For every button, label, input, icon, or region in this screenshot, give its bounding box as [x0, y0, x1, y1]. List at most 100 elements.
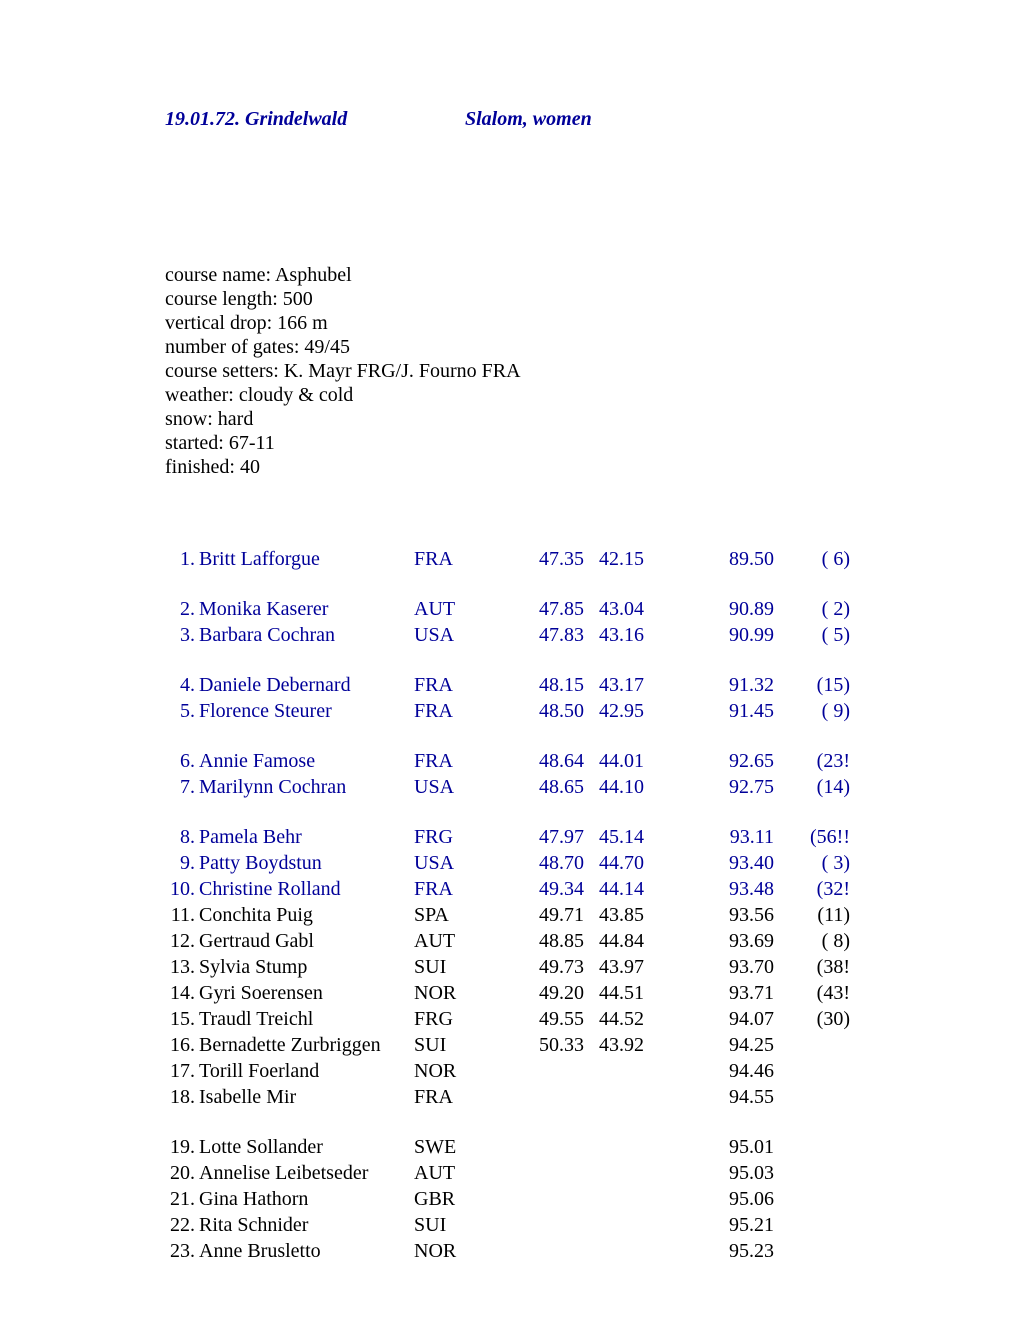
result-total: 93.70: [644, 955, 774, 979]
result-bib: (14): [774, 775, 850, 799]
result-bib: ( 2): [774, 597, 850, 621]
result-rank: 7.: [165, 775, 195, 799]
result-name: Conchita Puig: [195, 903, 414, 927]
result-time2: 44.10: [584, 775, 644, 799]
result-row: 18.Isabelle MirFRA94.55: [165, 1085, 855, 1109]
result-nation: FRG: [414, 1007, 519, 1031]
result-time1: 49.55: [519, 1007, 584, 1031]
result-total: 93.48: [644, 877, 774, 901]
vertical-drop: vertical drop: 166 m: [165, 311, 855, 335]
result-time2: [584, 1059, 644, 1083]
page-header: 19.01.72. Grindelwald Slalom, women: [165, 108, 855, 131]
result-nation: NOR: [414, 1239, 519, 1263]
result-name: Britt Lafforgue: [195, 547, 414, 571]
result-time2: 43.97: [584, 955, 644, 979]
result-time1: 49.71: [519, 903, 584, 927]
result-name: Pamela Behr: [195, 825, 414, 849]
result-total: 93.11: [644, 825, 774, 849]
result-time2: 43.04: [584, 597, 644, 621]
result-bib: (30): [774, 1007, 850, 1031]
result-row: 15.Traudl TreichlFRG49.5544.5294.07(30): [165, 1007, 855, 1031]
result-rank: 17.: [165, 1059, 195, 1083]
result-rank: 3.: [165, 623, 195, 647]
result-nation: NOR: [414, 981, 519, 1005]
header-event: Slalom, women: [465, 108, 592, 131]
result-time1: 47.97: [519, 825, 584, 849]
result-row: 23.Anne BruslettoNOR95.23: [165, 1239, 855, 1263]
result-time1: [519, 1213, 584, 1237]
result-name: Sylvia Stump: [195, 955, 414, 979]
result-row: 13.Sylvia StumpSUI49.7343.9793.70(38!: [165, 955, 855, 979]
result-time2: 43.92: [584, 1033, 644, 1057]
result-time2: 43.17: [584, 673, 644, 697]
result-row: 9.Patty BoydstunUSA48.7044.7093.40( 3): [165, 851, 855, 875]
result-bib: ( 8): [774, 929, 850, 953]
result-time1: 49.20: [519, 981, 584, 1005]
result-nation: FRA: [414, 699, 519, 723]
result-total: 91.32: [644, 673, 774, 697]
results-table: 1.Britt LafforgueFRA47.3542.1589.50( 6) 2…: [165, 547, 855, 1263]
result-name: Monika Kaserer: [195, 597, 414, 621]
result-name: Bernadette Zurbriggen: [195, 1033, 414, 1057]
result-row: 3.Barbara CochranUSA47.8343.1690.99( 5): [165, 623, 855, 647]
result-name: Torill Foerland: [195, 1059, 414, 1083]
result-time1: 47.85: [519, 597, 584, 621]
result-row: 6.Annie FamoseFRA48.6444.0192.65(23!: [165, 749, 855, 773]
result-bib: (32!: [774, 877, 850, 901]
result-time1: [519, 1059, 584, 1083]
result-time1: 50.33: [519, 1033, 584, 1057]
result-total: 95.23: [644, 1239, 774, 1263]
result-nation: FRA: [414, 673, 519, 697]
result-total: 91.45: [644, 699, 774, 723]
result-nation: SPA: [414, 903, 519, 927]
result-time1: 48.64: [519, 749, 584, 773]
result-bib: [774, 1187, 850, 1211]
result-time1: 47.35: [519, 547, 584, 571]
result-time1: 48.65: [519, 775, 584, 799]
result-bib: (43!: [774, 981, 850, 1005]
result-rank: 2.: [165, 597, 195, 621]
result-bib: [774, 1239, 850, 1263]
result-name: Christine Rolland: [195, 877, 414, 901]
result-time1: [519, 1085, 584, 1109]
result-time1: 48.15: [519, 673, 584, 697]
result-total: 95.21: [644, 1213, 774, 1237]
result-rank: 4.: [165, 673, 195, 697]
result-row: 22.Rita SchniderSUI95.21: [165, 1213, 855, 1237]
result-nation: AUT: [414, 597, 519, 621]
result-rank: 11.: [165, 903, 195, 927]
result-time2: 42.15: [584, 547, 644, 571]
result-row: 14.Gyri SoerensenNOR49.2044.5193.71(43!: [165, 981, 855, 1005]
result-time1: 49.34: [519, 877, 584, 901]
result-name: Annelise Leibetseder: [195, 1161, 414, 1185]
result-rank: 5.: [165, 699, 195, 723]
result-time2: 45.14: [584, 825, 644, 849]
result-name: Gina Hathorn: [195, 1187, 414, 1211]
row-gap: [165, 725, 855, 749]
result-row: 1.Britt LafforgueFRA47.3542.1589.50( 6): [165, 547, 855, 571]
result-total: 93.71: [644, 981, 774, 1005]
result-total: 94.25: [644, 1033, 774, 1057]
result-rank: 18.: [165, 1085, 195, 1109]
finished: finished: 40: [165, 455, 855, 479]
result-time2: 43.16: [584, 623, 644, 647]
row-gap: [165, 801, 855, 825]
result-bib: ( 9): [774, 699, 850, 723]
result-name: Gyri Soerensen: [195, 981, 414, 1005]
result-total: 94.55: [644, 1085, 774, 1109]
result-row: 8.Pamela BehrFRG47.9745.1493.11(56!!: [165, 825, 855, 849]
result-nation: AUT: [414, 1161, 519, 1185]
result-bib: (38!: [774, 955, 850, 979]
result-time1: 48.50: [519, 699, 584, 723]
result-row: 11.Conchita PuigSPA49.7143.8593.56(11): [165, 903, 855, 927]
result-time2: [584, 1085, 644, 1109]
result-nation: SWE: [414, 1135, 519, 1159]
result-name: Anne Brusletto: [195, 1239, 414, 1263]
result-total: 93.40: [644, 851, 774, 875]
started: started: 67-11: [165, 431, 855, 455]
result-row: 19.Lotte SollanderSWE95.01: [165, 1135, 855, 1159]
result-rank: 1.: [165, 547, 195, 571]
header-date-location: 19.01.72. Grindelwald: [165, 108, 465, 131]
result-bib: [774, 1135, 850, 1159]
result-time2: [584, 1213, 644, 1237]
